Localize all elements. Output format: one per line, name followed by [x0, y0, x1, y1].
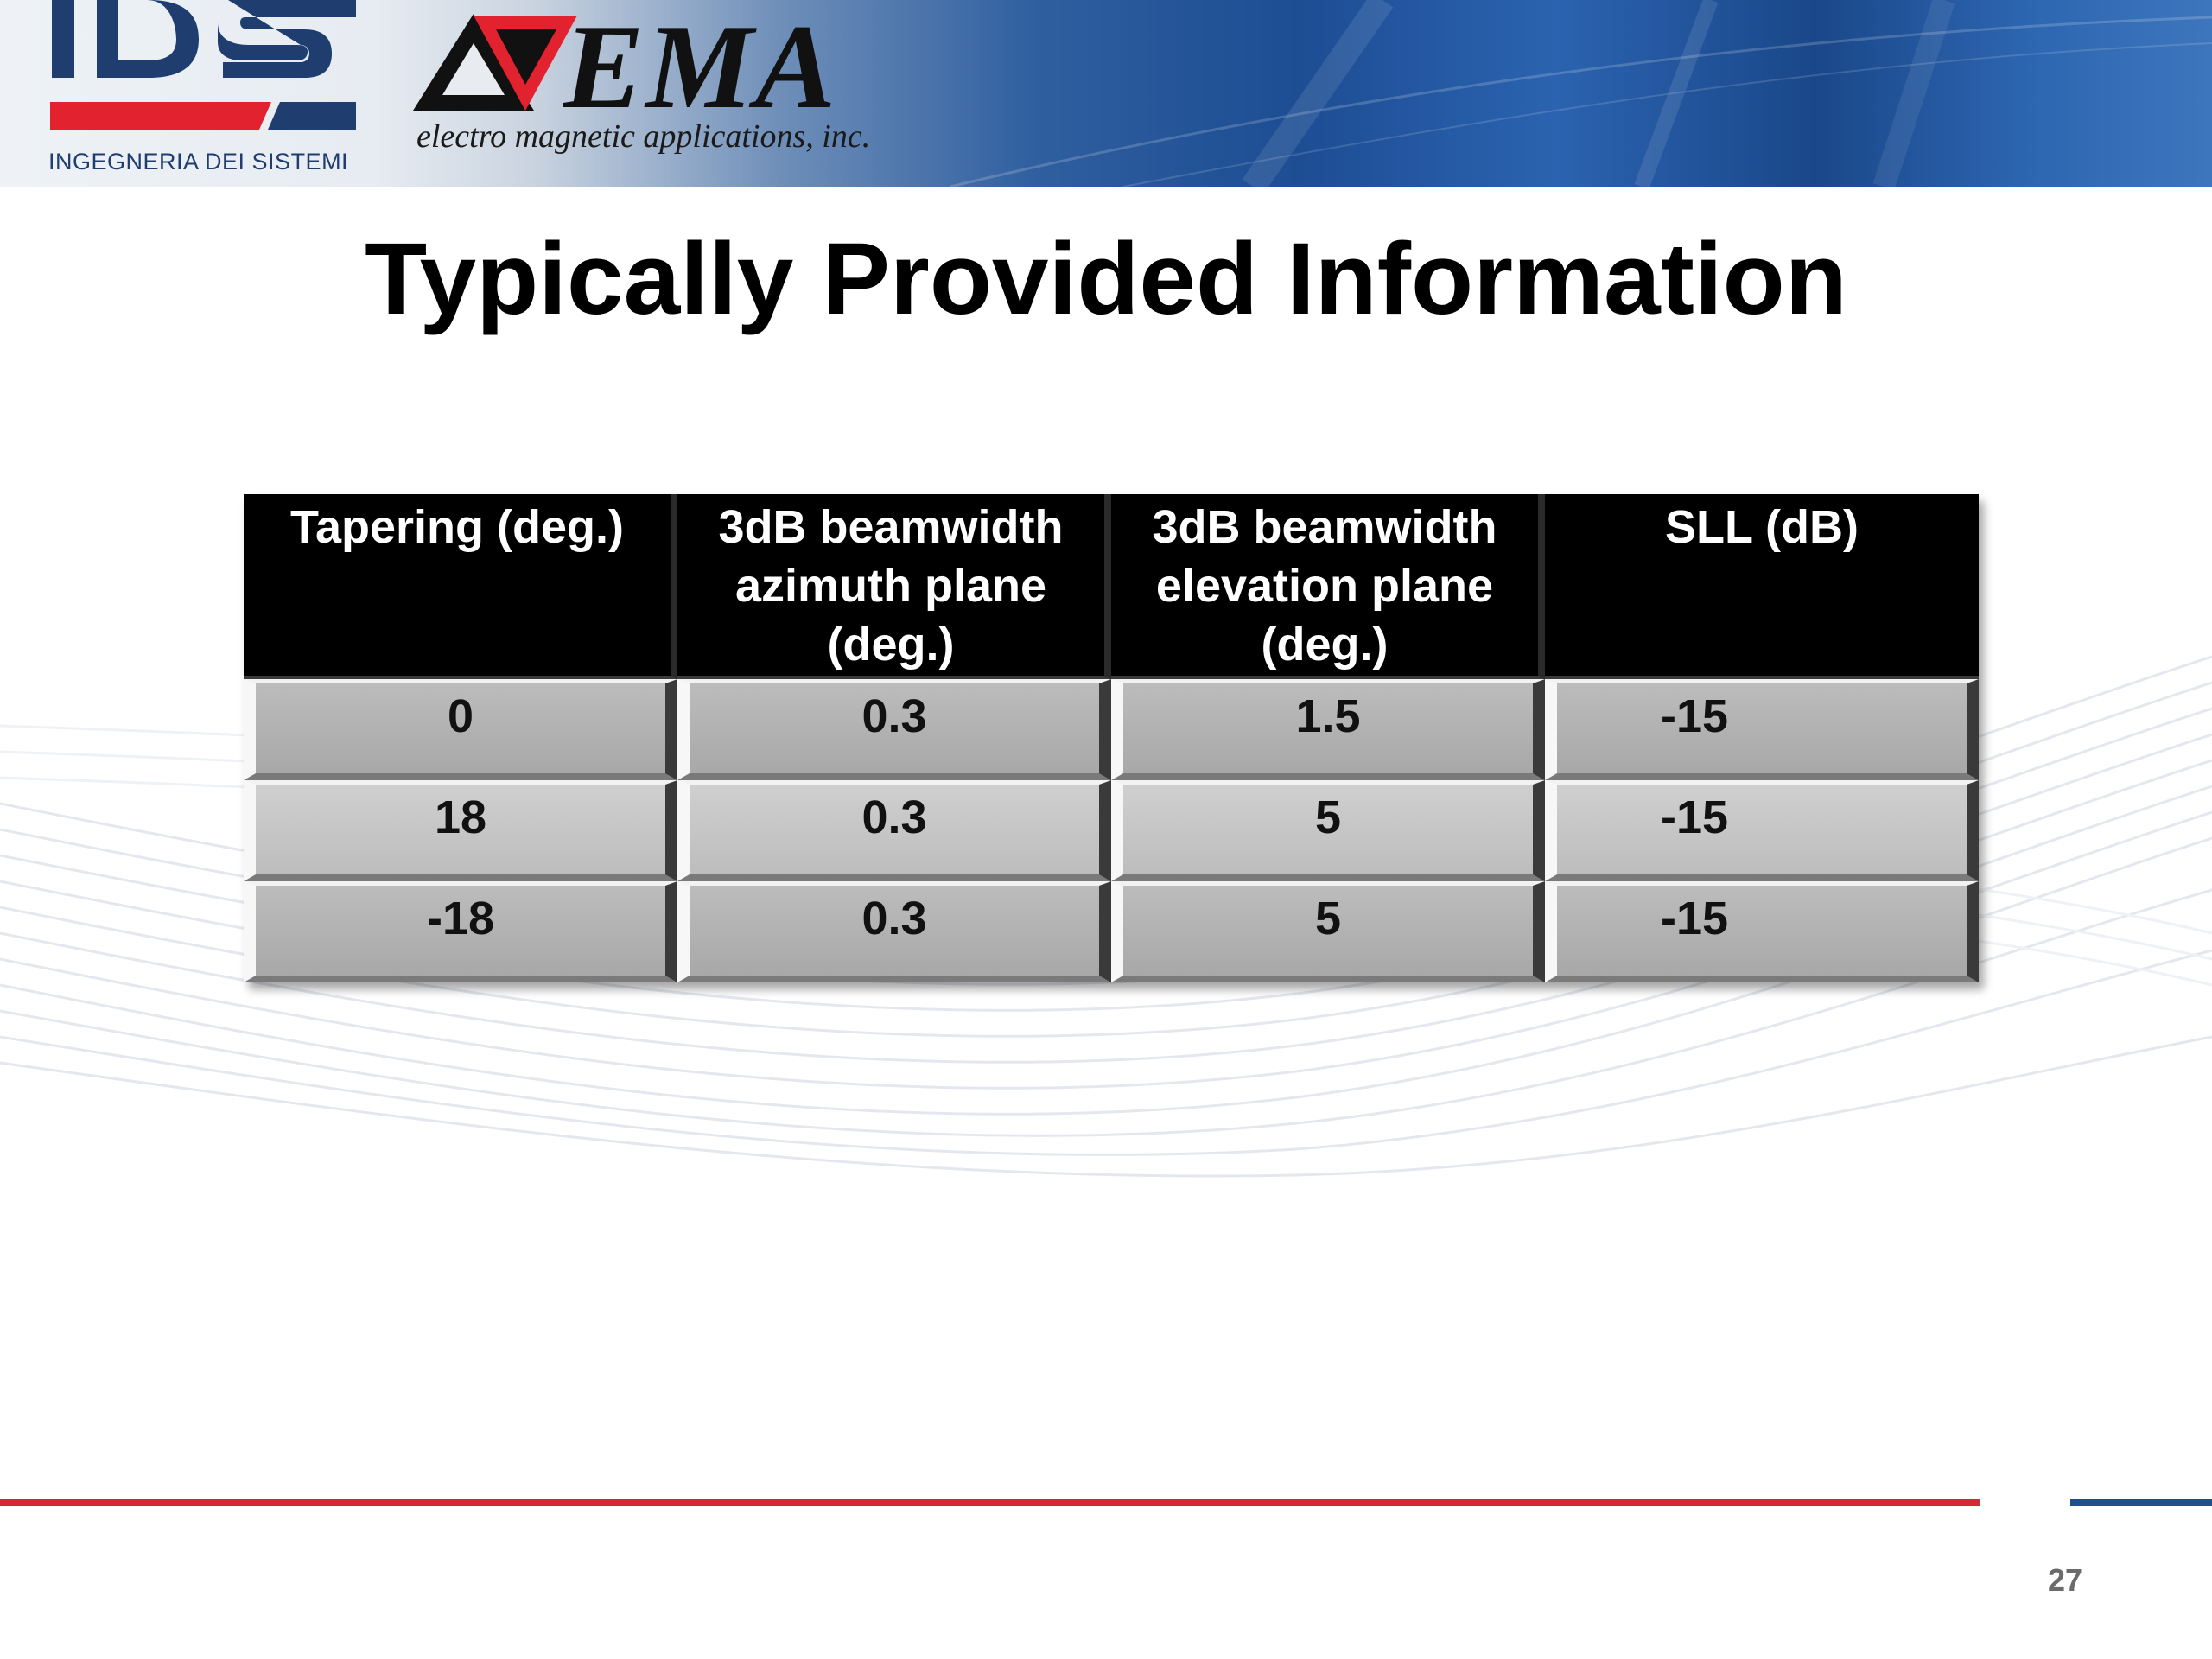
table-cell: -15 [1545, 679, 1979, 780]
column-header-elevation-beamwidth: 3dB beamwidth elevation plane (deg.) [1111, 494, 1545, 679]
table-cell: 0.3 [677, 881, 1111, 982]
ema-triangle-logo [413, 14, 577, 111]
footer-red-line [0, 1499, 1980, 1506]
table-cell: 0.3 [677, 679, 1111, 780]
ids-logo [50, 0, 356, 130]
column-header-azimuth-beamwidth: 3dB beamwidth azimuth plane (deg.) [677, 494, 1111, 679]
table-row: 18 0.3 5 -15 [244, 780, 1979, 881]
slide-title: Typically Provided Information [365, 222, 1847, 336]
table-row: 0 0.3 1.5 -15 [244, 679, 1979, 780]
table-cell: 5 [1111, 881, 1545, 982]
banner-streaks [950, 0, 2212, 187]
data-table: Tapering (deg.) 3dB beamwidth azimuth pl… [244, 494, 1979, 982]
table-cell: 5 [1111, 780, 1545, 881]
column-header-tapering: Tapering (deg.) [244, 494, 677, 679]
table-cell: -18 [244, 881, 677, 982]
table-header-row: Tapering (deg.) 3dB beamwidth azimuth pl… [244, 494, 1979, 679]
table-cell: 18 [244, 780, 677, 881]
table-cell: 0 [244, 679, 677, 780]
table-cell: -15 [1545, 780, 1979, 881]
table-cell: -15 [1545, 881, 1979, 982]
table-cell: 1.5 [1111, 679, 1545, 780]
page-number: 27 [2047, 1562, 2082, 1598]
ids-company-name: INGEGNERIA DEI SISTEMI [48, 149, 349, 175]
footer-blue-line [2070, 1499, 2212, 1506]
ema-logo-text: EMA [563, 0, 838, 134]
ema-company-name: electro magnetic applications, inc. [416, 118, 871, 155]
table-row: -18 0.3 5 -15 [244, 881, 1979, 982]
header-banner: INGEGNERIA DEI SISTEMI EMA electro magne… [0, 0, 2212, 187]
table-cell: 0.3 [677, 780, 1111, 881]
column-header-sll: SLL (dB) [1545, 494, 1979, 679]
